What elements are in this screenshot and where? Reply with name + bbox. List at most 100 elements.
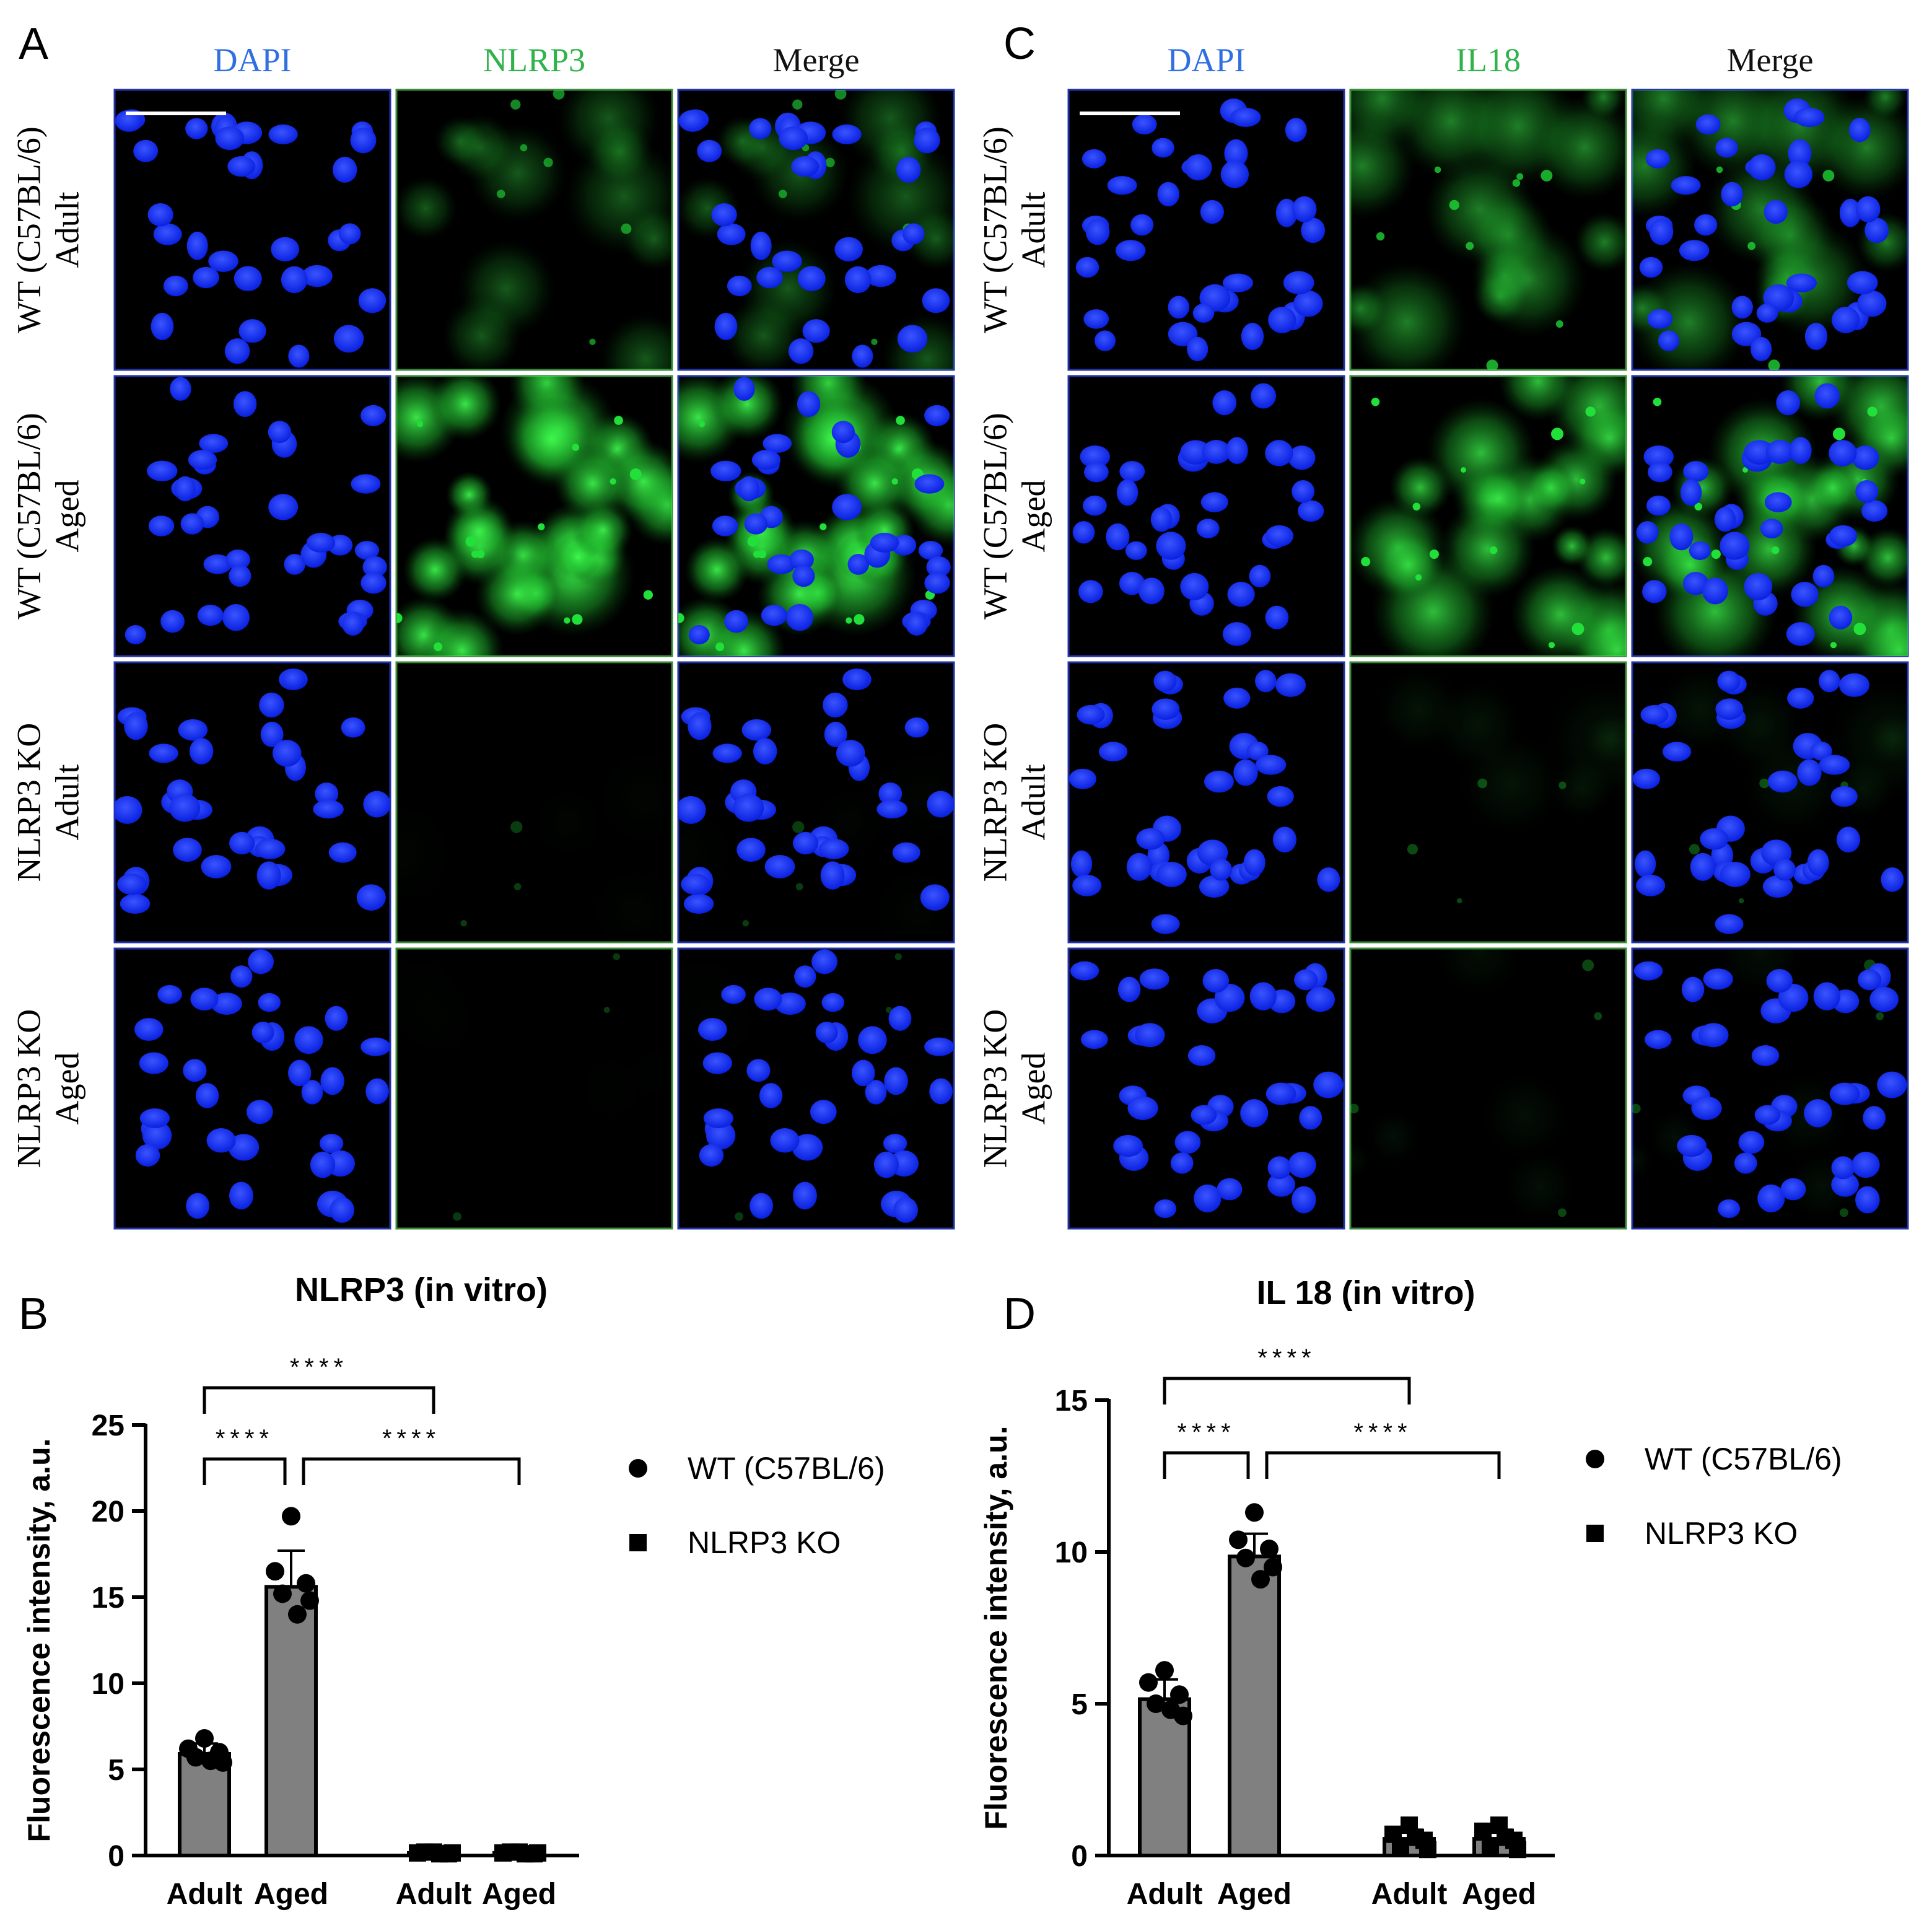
panel_a-tile-r1-c2 [677, 375, 955, 657]
chart-d-point-1-3 [1236, 1548, 1255, 1567]
chart-d-point-3-5 [1497, 1828, 1514, 1846]
panel-letter-b: B [19, 1289, 48, 1339]
panel_a-column-header-1: NLRP3 [483, 42, 585, 79]
panel-c-column-headers: DAPI IL18 Merge [1167, 42, 1813, 79]
chart-d-point-1-4 [1264, 1558, 1282, 1577]
chart-d-title: IL 18 (in vitro) [1256, 1274, 1475, 1312]
panel-a-tiles [113, 89, 955, 1230]
chart-il18-in-vitro: IL 18 (in vitro) Fluorescence intensity, … [979, 1274, 1842, 1911]
chart-d-point-1-2 [1260, 1540, 1279, 1559]
chart-b-ytick-label-1: 5 [108, 1754, 125, 1787]
chart-d-xtick-label-1: Aged [1217, 1878, 1292, 1911]
chart-b-sig-label-0: **** [290, 1354, 348, 1381]
chart-b-point-0-0 [195, 1729, 214, 1748]
panel_c-row-genotype-0: WT (C57BL/6) [976, 126, 1013, 333]
chart-b-sig-label-1: **** [216, 1425, 274, 1452]
chart-b-sig-bracket-1 [203, 1457, 287, 1485]
chart-d-sig-label-0: **** [1257, 1344, 1316, 1372]
chart-d-point-3-3 [1482, 1838, 1499, 1856]
chart-b-point-1-1 [266, 1562, 284, 1581]
chart-b-ytick-label-4: 20 [92, 1496, 125, 1528]
panel_a-row-genotype-1: WT (C57BL/6) [10, 413, 47, 619]
panel_c-row-age-3: Aged [1015, 1053, 1052, 1125]
chart-b-xtick-label-0: Adult [167, 1878, 243, 1911]
panel_a-tile-r1-c1 [395, 375, 673, 657]
panel_a-tile-r3-c2 [677, 947, 955, 1230]
chart-d-xtick-label-2: Adult [1371, 1878, 1448, 1911]
panel_a-row-age-3: Aged [48, 1053, 85, 1125]
chart-nlrp3-in-vitro: NLRP3 (in vitro) Fluorescence intensity, … [22, 1271, 885, 1911]
panel_c-row-age-0: Adult [1015, 191, 1052, 268]
panel_c-row-genotype-1: WT (C57BL/6) [976, 413, 1013, 619]
panel-letter-a: A [19, 19, 48, 69]
chart-d-point-0-0 [1155, 1661, 1174, 1680]
chart-b-ytick-label-2: 10 [92, 1668, 125, 1701]
panel_c-tile-r3-c2 [1631, 947, 1909, 1230]
chart-d-point-3-1 [1474, 1822, 1492, 1840]
panel_a-tile-r0-c0 [113, 89, 391, 371]
chart-b-point-2-5 [431, 1845, 448, 1863]
panel_c-column-header-1: IL18 [1456, 42, 1521, 79]
panel_a-row-age-0: Adult [48, 191, 85, 268]
panel_c-row-genotype-3: NLRP3 KO [976, 1009, 1013, 1168]
panel-a-column-headers: DAPI NLRP3 Merge [213, 42, 859, 79]
panel_c-column-header-0: DAPI [1167, 42, 1245, 79]
chart-d-xtick-label-3: Aged [1462, 1878, 1536, 1911]
panel_a-tile-r3-c0 [113, 947, 391, 1230]
chart-d-sig-bracket-0 [1163, 1377, 1411, 1404]
chart-b-sig-bracket-0 [203, 1386, 435, 1414]
panel_c-row-genotype-2: NLRP3 KO [976, 723, 1013, 882]
panel_a-tile-r3-c1 [395, 947, 673, 1230]
panel_c-tile-r1-c1 [1349, 375, 1627, 657]
chart-b-point-3-5 [517, 1845, 534, 1863]
chart-d-point-0-2 [1170, 1685, 1189, 1704]
chart-d-legend-label-1: NLRP3 KO [1645, 1516, 1798, 1551]
chart-b-point-0-5 [201, 1751, 220, 1771]
chart-d-sig-bracket-2 [1265, 1451, 1501, 1479]
chart-b-point-1-5 [288, 1605, 307, 1624]
panel_a-tile-r2-c0 [113, 661, 391, 944]
chart-b-ytick-label-0: 0 [108, 1840, 125, 1873]
panel_c-tile-r2-c2 [1631, 661, 1909, 944]
chart-b-title: NLRP3 (in vitro) [295, 1271, 548, 1308]
panel_a-tile-r0-c1 [395, 89, 673, 371]
chart-b-ytick-label-3: 15 [92, 1582, 125, 1615]
panel_c-tile-r2-c0 [1067, 661, 1345, 944]
chart-b-xtick-label-1: Aged [254, 1878, 328, 1911]
chart-b-point-1-0 [282, 1507, 300, 1526]
panel_c-tile-r3-c0 [1067, 947, 1345, 1230]
chart-d-point-0-1 [1139, 1673, 1158, 1692]
panel_c-tile-r1-c2 [1631, 375, 1909, 657]
panel-letter-d: D [1003, 1289, 1036, 1339]
chart-d-ytick-label-1: 5 [1071, 1688, 1088, 1721]
chart-d-sig-bracket-1 [1163, 1451, 1250, 1479]
chart-b-point-1-2 [297, 1574, 315, 1593]
panel_a-row-age-1: Aged [48, 480, 85, 553]
panel-c-tiles [1067, 89, 1909, 1230]
chart-d-point-1-1 [1229, 1530, 1248, 1549]
chart-b-xtick-label-3: Aged [482, 1878, 556, 1911]
chart-d-legend-marker-0 [1586, 1450, 1604, 1468]
chart-d-legend-label-0: WT (C57BL/6) [1645, 1442, 1842, 1476]
panel_a-tile-r0-c2 [677, 89, 955, 371]
panel_c-tile-r2-c1 [1349, 661, 1627, 944]
chart-b-bar-1 [264, 1585, 318, 1858]
chart-d-point-1-0 [1245, 1503, 1264, 1522]
chart-b-legend-label-0: WT (C57BL/6) [688, 1451, 885, 1486]
chart-d-bar-1 [1228, 1554, 1281, 1858]
panel_c-tile-r3-c1 [1349, 947, 1627, 1230]
panel_c-tile-r0-c2 [1631, 89, 1909, 371]
chart-b-legend-marker-0 [629, 1459, 647, 1478]
panel_a-column-header-2: Merge [773, 42, 860, 79]
panel_a-column-header-0: DAPI [213, 42, 291, 79]
panel_a-tile-r1-c0 [113, 375, 391, 657]
chart-b-legend-label-1: NLRP3 KO [688, 1525, 841, 1560]
panel_a-row-genotype-0: WT (C57BL/6) [10, 126, 47, 333]
panel_c-row-age-2: Adult [1015, 764, 1052, 840]
chart-b-point-1-3 [273, 1584, 292, 1603]
